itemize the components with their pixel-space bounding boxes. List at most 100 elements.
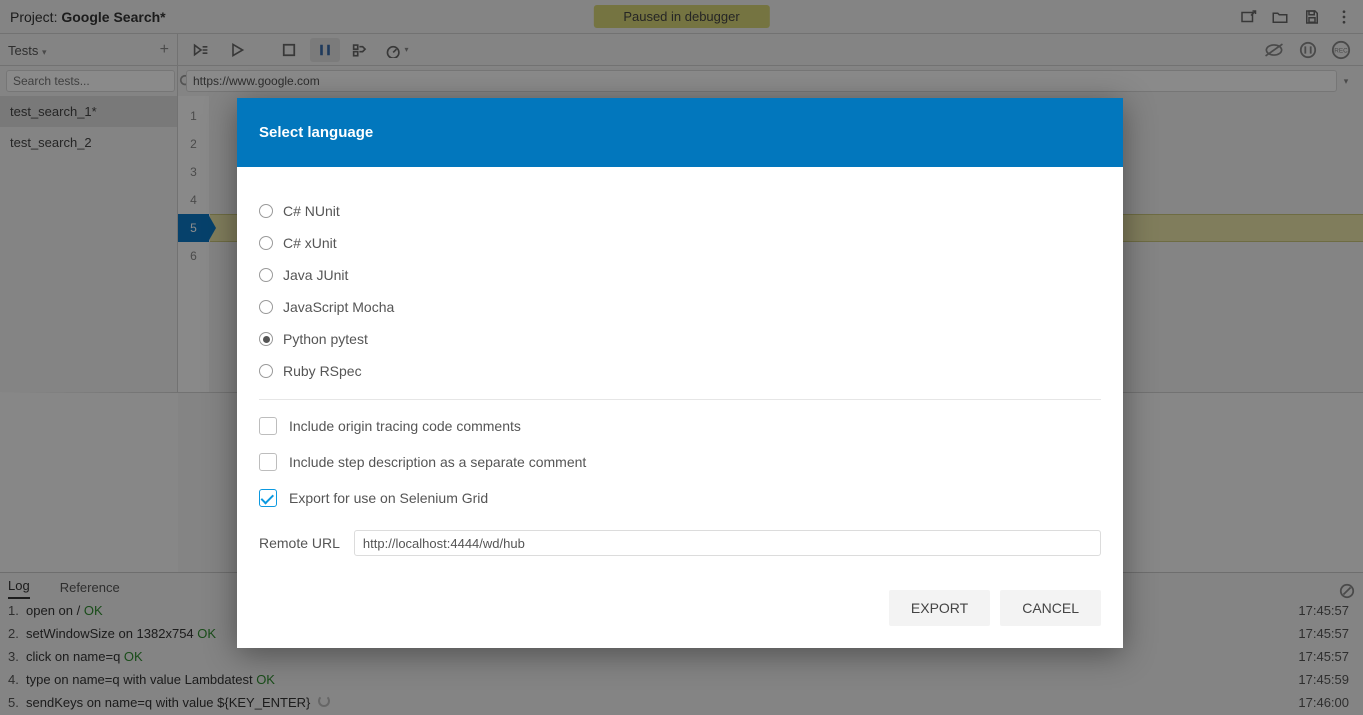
language-option[interactable]: Java JUnit <box>259 259 1101 291</box>
toolbar: ▾ REC <box>178 34 1363 65</box>
line-number[interactable]: 3 <box>178 158 209 186</box>
chevron-down-icon: ▾ <box>42 47 47 57</box>
log-status: OK <box>124 649 143 664</box>
add-test-icon[interactable]: + <box>160 41 169 59</box>
stop-button[interactable] <box>274 38 304 62</box>
language-option[interactable]: C# NUnit <box>259 195 1101 227</box>
record-icon[interactable]: REC <box>1331 40 1351 60</box>
remote-url-row: Remote URL <box>259 516 1101 562</box>
log-index: 1. <box>8 603 26 618</box>
line-number[interactable]: 1 <box>178 102 209 130</box>
checkbox-icon <box>259 417 277 435</box>
test-item[interactable]: test_search_1* <box>0 96 177 127</box>
language-label: Python pytest <box>283 331 368 347</box>
language-option[interactable]: JavaScript Mocha <box>259 291 1101 323</box>
log-timestamp: 17:46:00 <box>1298 695 1349 710</box>
tests-list: test_search_1*test_search_2 <box>0 96 178 392</box>
open-project-icon[interactable] <box>1271 8 1289 26</box>
run-all-button[interactable] <box>186 38 216 62</box>
pause-on-exception-icon[interactable] <box>1299 41 1317 59</box>
log-row: 5.sendKeys on name=q with value ${KEY_EN… <box>0 691 1363 714</box>
option-label: Include origin tracing code comments <box>289 418 521 434</box>
language-label: Ruby RSpec <box>283 363 362 379</box>
language-label: JavaScript Mocha <box>283 299 394 315</box>
row-two: Tests ▾ + ▾ <box>0 34 1363 66</box>
pause-button[interactable] <box>310 38 340 62</box>
tests-title[interactable]: Tests ▾ <box>8 43 47 58</box>
topbar-actions <box>1239 8 1353 26</box>
line-number[interactable]: 2 <box>178 130 209 158</box>
remote-url-label: Remote URL <box>259 535 340 551</box>
log-status: OK <box>256 672 275 687</box>
export-modal: Select language C# NUnit C# xUnit Java JUn… <box>237 98 1123 648</box>
chevron-down-icon: ▾ <box>404 45 408 54</box>
disable-breakpoints-icon[interactable] <box>1263 41 1285 59</box>
log-timestamp: 17:45:59 <box>1298 672 1349 687</box>
modal-body: C# NUnit C# xUnit Java JUnit JavaScript Moc… <box>237 167 1123 580</box>
line-number[interactable]: 6 <box>178 242 209 270</box>
tab-log[interactable]: Log <box>8 578 30 599</box>
project-name: Google Search* <box>61 9 165 25</box>
checkbox-icon <box>259 489 277 507</box>
radio-icon <box>259 300 273 314</box>
language-label: C# xUnit <box>283 235 337 251</box>
url-bar: ▾ <box>178 66 1363 96</box>
language-label: Java JUnit <box>283 267 348 283</box>
speed-button[interactable]: ▾ <box>382 38 412 62</box>
export-option[interactable]: Include step description as a separate c… <box>259 444 1101 480</box>
project-prefix: Project: <box>10 9 61 25</box>
tab-reference[interactable]: Reference <box>60 580 120 599</box>
log-index: 3. <box>8 649 26 664</box>
checkbox-icon <box>259 453 277 471</box>
log-status: OK <box>84 603 103 618</box>
option-label: Include step description as a separate c… <box>289 454 586 470</box>
run-button[interactable] <box>222 38 252 62</box>
step-button[interactable] <box>346 38 376 62</box>
log-index: 5. <box>8 695 26 710</box>
gutter: 123456 <box>178 96 210 392</box>
spinner-icon <box>318 695 330 707</box>
tests-search-input[interactable] <box>6 70 175 92</box>
line-number[interactable]: 5 <box>178 214 209 242</box>
svg-text:REC: REC <box>1334 47 1348 54</box>
save-icon[interactable] <box>1303 8 1321 26</box>
url-dropdown-icon[interactable]: ▾ <box>1337 76 1355 87</box>
modal-title: Select language <box>237 98 1123 167</box>
log-message: click on name=q OK <box>26 649 1298 664</box>
log-timestamp: 17:45:57 <box>1298 603 1349 618</box>
language-label: C# NUnit <box>283 203 340 219</box>
log-row: 4.type on name=q with value Lambdatest O… <box>0 668 1363 691</box>
radio-icon <box>259 268 273 282</box>
divider <box>259 399 1101 400</box>
radio-icon <box>259 236 273 250</box>
test-item[interactable]: test_search_2 <box>0 127 177 158</box>
log-timestamp: 17:45:57 <box>1298 626 1349 641</box>
option-label: Export for use on Selenium Grid <box>289 490 488 506</box>
paused-badge: Paused in debugger <box>593 5 769 28</box>
log-message: sendKeys on name=q with value ${KEY_ENTE… <box>26 695 1298 710</box>
log-index: 4. <box>8 672 26 687</box>
new-window-icon[interactable] <box>1239 8 1257 26</box>
radio-icon <box>259 332 273 346</box>
language-option[interactable]: Python pytest <box>259 323 1101 355</box>
language-option[interactable]: C# xUnit <box>259 227 1101 259</box>
export-button[interactable]: EXPORT <box>889 590 990 626</box>
export-option[interactable]: Export for use on Selenium Grid <box>259 480 1101 516</box>
cancel-button[interactable]: CANCEL <box>1000 590 1101 626</box>
clear-log-icon[interactable] <box>1339 583 1355 599</box>
more-icon[interactable] <box>1335 8 1353 26</box>
tests-search <box>0 66 178 96</box>
radio-icon <box>259 364 273 378</box>
log-message: type on name=q with value Lambdatest OK <box>26 672 1298 687</box>
url-input[interactable] <box>186 70 1337 92</box>
modal-footer: EXPORT CANCEL <box>237 580 1123 648</box>
line-number[interactable]: 4 <box>178 186 209 214</box>
project-label: Project: Google Search* <box>10 9 166 25</box>
export-option[interactable]: Include origin tracing code comments <box>259 408 1101 444</box>
language-option[interactable]: Ruby RSpec <box>259 355 1101 387</box>
log-row: 3.click on name=q OK17:45:57 <box>0 645 1363 668</box>
log-status: OK <box>197 626 216 641</box>
row-three: ▾ <box>0 66 1363 96</box>
radio-icon <box>259 204 273 218</box>
remote-url-input[interactable] <box>354 530 1101 556</box>
